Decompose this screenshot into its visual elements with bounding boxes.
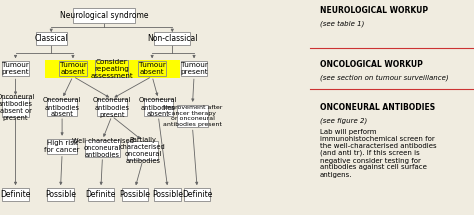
Text: Partially
characterised
onconeural
antibodies: Partially characterised onconeural antib… [120,137,166,164]
Text: Possible: Possible [152,190,183,199]
FancyBboxPatch shape [181,61,207,76]
Text: Classical: Classical [35,34,68,43]
FancyBboxPatch shape [47,99,77,116]
FancyBboxPatch shape [97,99,127,116]
Text: Tumour
absent: Tumour absent [60,62,86,75]
Bar [45,60,180,78]
Text: Neurological syndrome: Neurological syndrome [60,11,148,20]
Text: Non-classical: Non-classical [147,34,198,43]
Text: Tumour
absent: Tumour absent [139,62,165,75]
Text: Onconeural
antibodies
absent or
present: Onconeural antibodies absent or present [0,94,35,121]
FancyBboxPatch shape [138,61,166,76]
FancyBboxPatch shape [184,188,210,201]
FancyBboxPatch shape [95,60,128,77]
FancyBboxPatch shape [122,188,148,201]
FancyBboxPatch shape [128,141,158,160]
Text: Onconeural
antibodies
present: Onconeural antibodies present [92,97,131,118]
Text: Well characterised
onconeural
antibodies: Well characterised onconeural antibodies [72,138,133,158]
Text: Consider
repeating
assessment: Consider repeating assessment [91,59,133,79]
Text: Definite: Definite [0,190,31,199]
Text: (see figure 2): (see figure 2) [320,117,367,124]
Text: ONCONEURAL ANTIBODIES: ONCONEURAL ANTIBODIES [320,103,435,112]
FancyBboxPatch shape [144,99,173,116]
FancyBboxPatch shape [2,188,29,201]
FancyBboxPatch shape [1,98,29,117]
Text: Definite: Definite [182,190,212,199]
FancyBboxPatch shape [59,61,87,76]
Text: Lab will perform
immunohistochemical screen for
the well-characterised antibodie: Lab will perform immunohistochemical scr… [320,129,437,178]
FancyBboxPatch shape [2,61,29,76]
FancyBboxPatch shape [36,32,67,45]
Text: (see section on tumour surveillance): (see section on tumour surveillance) [320,74,448,81]
FancyBboxPatch shape [73,8,135,23]
Text: NEUROLOGICAL WORKUP: NEUROLOGICAL WORKUP [320,6,428,15]
FancyBboxPatch shape [47,188,74,201]
FancyBboxPatch shape [177,105,208,127]
Text: Definite: Definite [86,190,116,199]
FancyBboxPatch shape [155,32,190,45]
Text: (see table 1): (see table 1) [320,20,365,27]
Text: Tumour
present: Tumour present [180,62,208,75]
Text: High risk
for cancer: High risk for cancer [45,140,80,153]
Text: ONCOLOGICAL WORKUP: ONCOLOGICAL WORKUP [320,60,423,69]
Text: Possible: Possible [45,190,76,199]
Text: Onconeural
antibodies
absent: Onconeural antibodies absent [139,97,178,118]
Text: Onconeural
antibodies
absent: Onconeural antibodies absent [43,97,82,118]
FancyBboxPatch shape [47,139,77,154]
FancyBboxPatch shape [155,188,181,201]
Text: Possible: Possible [119,190,151,199]
Text: Tumour
present: Tumour present [2,62,29,75]
FancyBboxPatch shape [88,188,114,201]
Text: Improvement after
cancer therapy
or onconeural
antibodies present: Improvement after cancer therapy or onco… [163,105,222,127]
FancyBboxPatch shape [85,140,119,157]
